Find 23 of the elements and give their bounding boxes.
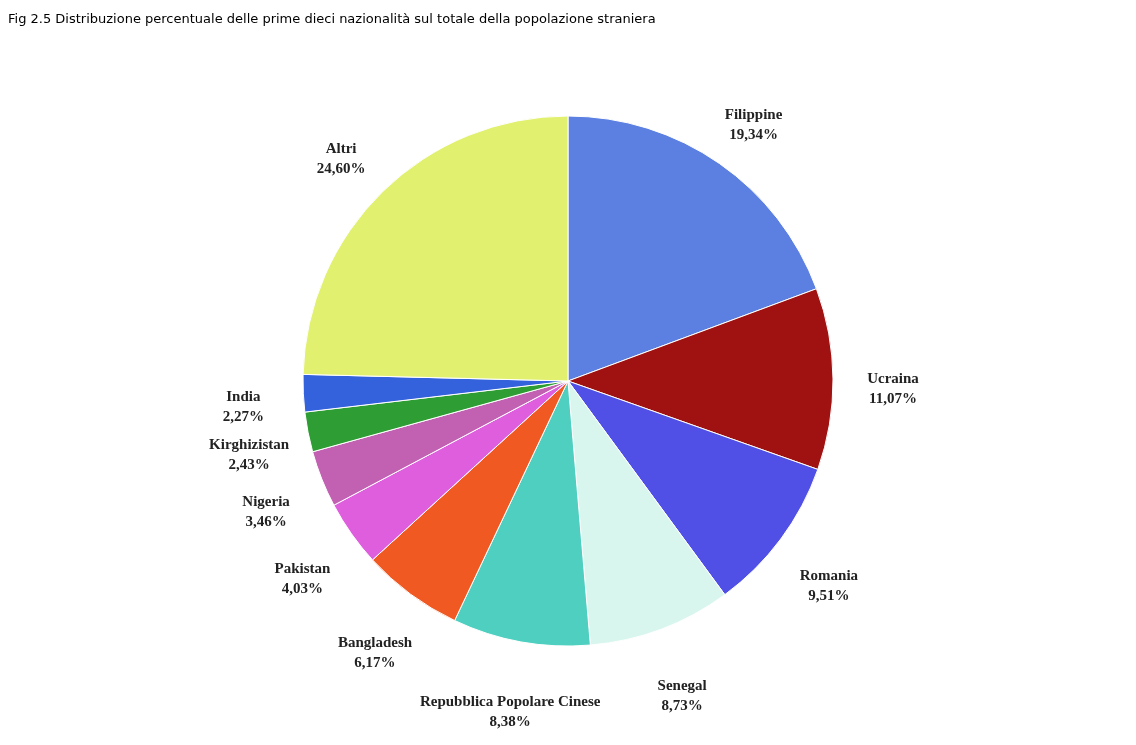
slice-label: Kirghizistan: [209, 435, 290, 452]
data-label: 24,60%: [316, 160, 366, 177]
slice-label: Filippine: [724, 106, 783, 123]
data-label: 2,43%: [228, 455, 270, 472]
data-label: 6,17%: [354, 654, 396, 671]
slice-label: Pakistan: [274, 560, 332, 577]
data-label: 2,27%: [222, 408, 264, 425]
data-label: 9,51%: [808, 586, 850, 603]
chart-title: Fig 2.5 Distribuzione percentuale delle prime dieci nazionalità sul totale della popolazione straniera: [8, 11, 656, 26]
data-label: 19,34%: [729, 126, 778, 143]
slice-label: Bangladesh: [337, 634, 413, 651]
slice-label: Repubblica Popolare Cinese: [419, 692, 601, 709]
data-label: 8,38%: [489, 712, 531, 729]
slice-label: Senegal: [657, 677, 707, 694]
data-label: 11,07%: [869, 390, 917, 407]
data-label: 8,73%: [661, 697, 703, 714]
slice-label: India: [226, 388, 261, 405]
data-label: 3,46%: [245, 513, 287, 530]
slice-label: Ucraina: [867, 370, 920, 387]
slice-label: Romania: [799, 566, 859, 583]
slice-label: Nigeria: [242, 493, 291, 510]
slice-label: Altri: [325, 140, 357, 157]
data-label: 4,03%: [281, 580, 324, 597]
